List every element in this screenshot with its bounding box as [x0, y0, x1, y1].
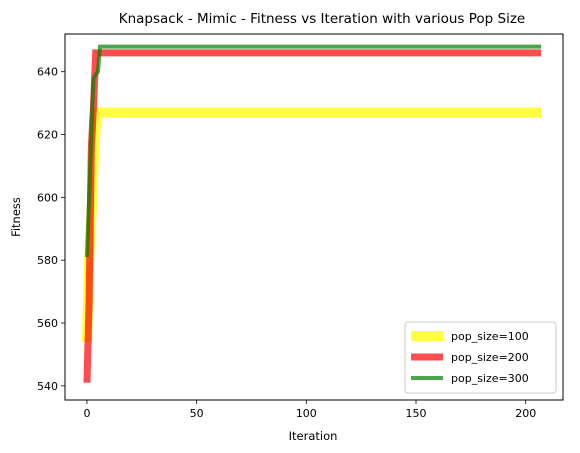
- legend: pop_size=100 pop_size=200 pop_size=300: [405, 322, 556, 393]
- x-tick-label: 150: [406, 407, 427, 420]
- x-tick-label: 50: [190, 407, 204, 420]
- y-tick-label: 580: [37, 254, 58, 267]
- y-tick-label: 560: [37, 317, 58, 330]
- legend-label-3: pop_size=300: [451, 372, 529, 385]
- x-tick-label: 200: [515, 407, 536, 420]
- legend-label-2: pop_size=200: [451, 351, 529, 364]
- legend-label-1: pop_size=100: [451, 330, 529, 343]
- x-axis-label: Iteration: [289, 429, 338, 443]
- y-axis-label: Fitness: [9, 197, 23, 237]
- y-tick-label: 600: [37, 191, 58, 204]
- y-tick-label: 620: [37, 129, 58, 142]
- x-tick-label: 0: [83, 407, 90, 420]
- chart-title: Knapsack - Mimic - Fitness vs Iteration …: [119, 11, 525, 27]
- x-tick-label: 100: [296, 407, 317, 420]
- y-tick-label: 540: [37, 380, 58, 393]
- y-tick-label: 640: [37, 66, 58, 79]
